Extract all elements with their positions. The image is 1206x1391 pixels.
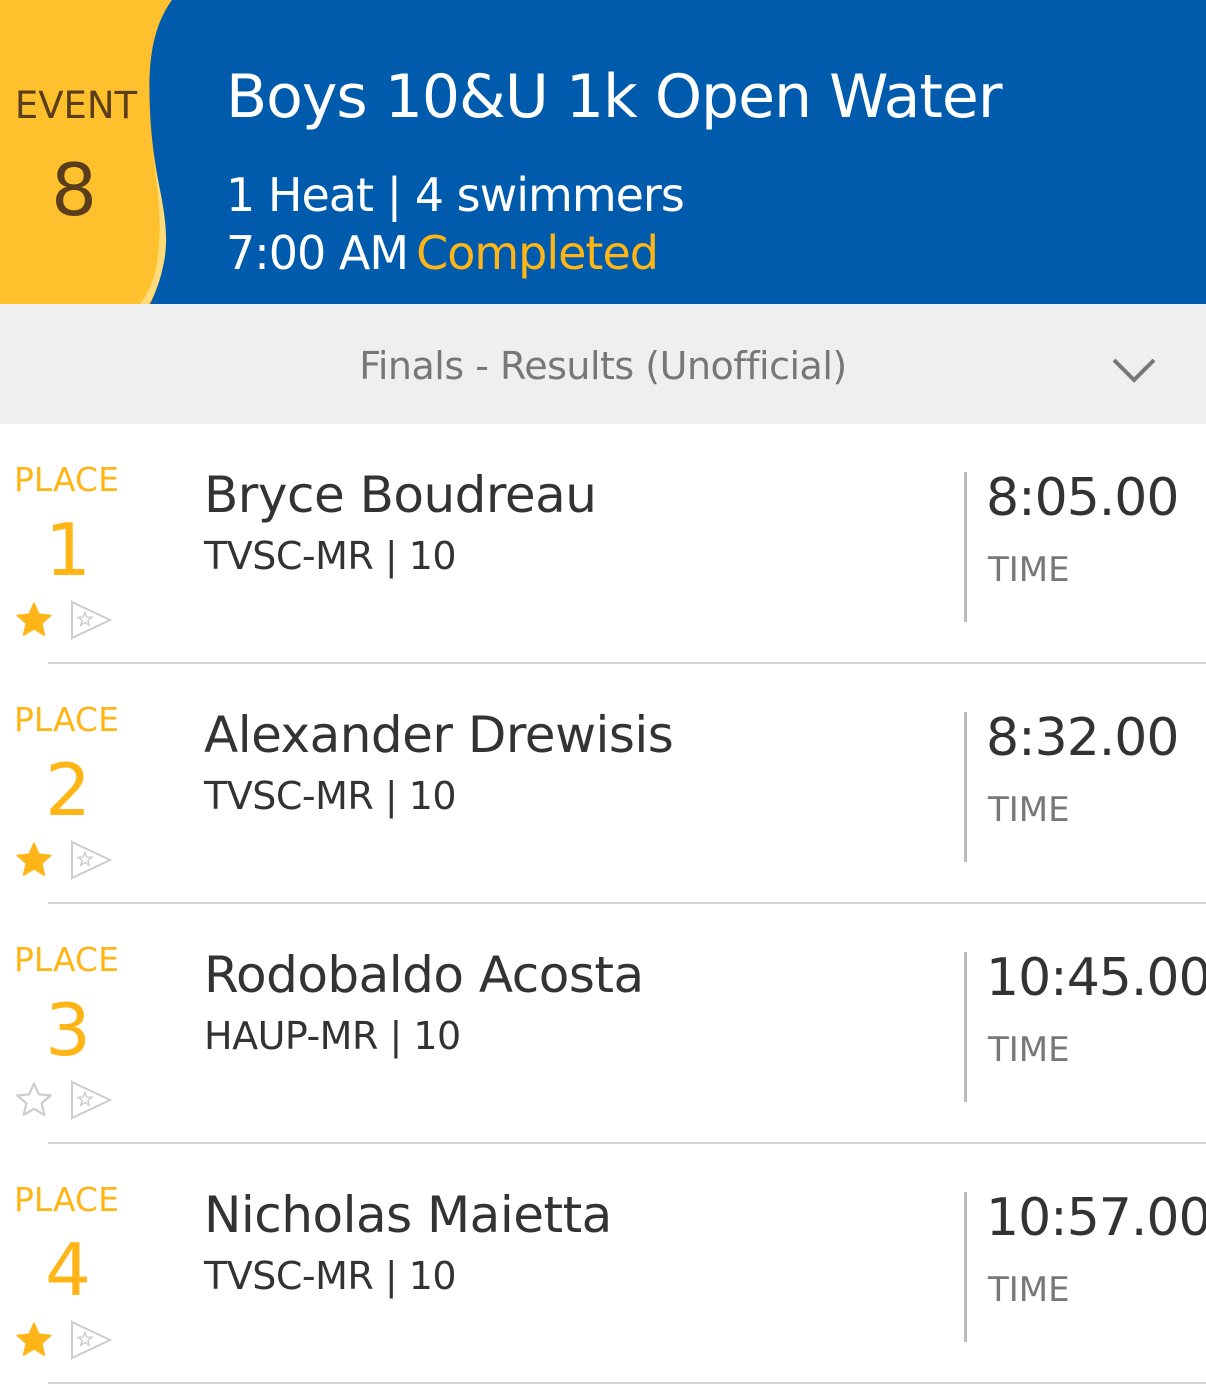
event-label: EVENT [14, 84, 138, 127]
favorite-star-icon[interactable] [14, 1080, 54, 1120]
section-title: Finals - Results (Unofficial) [359, 344, 847, 388]
time-label: TIME [988, 550, 1070, 590]
team-age: TVSC-MR | 10 [204, 774, 457, 818]
divider [964, 472, 967, 622]
event-header: EVENT 8 Boys 10&U 1k Open Water 1 Heat |… [0, 0, 1206, 304]
status-badge: Completed [416, 226, 659, 280]
swimmer-name[interactable]: Nicholas Maietta [204, 1186, 612, 1244]
swimmer-name[interactable]: Rodobaldo Acosta [204, 946, 644, 1004]
results-section-toggle[interactable]: Finals - Results (Unofficial) [0, 304, 1206, 424]
flag-star-icon[interactable] [70, 1320, 112, 1360]
flag-star-icon[interactable] [70, 600, 112, 640]
event-badge-wave [0, 0, 172, 304]
result-row[interactable]: PLACE 1 Bryce Boudreau TVSC-MR | 10 8:05… [0, 424, 1206, 664]
swimmer-name[interactable]: Bryce Boudreau [204, 466, 597, 524]
heats-swimmers: 1 Heat | 4 swimmers [226, 168, 685, 222]
flag-star-icon[interactable] [70, 840, 112, 880]
row-divider [48, 1382, 1206, 1384]
place-number: 3 [45, 988, 91, 1072]
place-label: PLACE [14, 460, 119, 499]
place-label: PLACE [14, 940, 119, 979]
place-label: PLACE [14, 1180, 119, 1219]
result-row[interactable]: PLACE 2 Alexander Drewisis TVSC-MR | 10 … [0, 664, 1206, 904]
result-row[interactable]: PLACE 3 Rodobaldo Acosta HAUP-MR | 10 10… [0, 904, 1206, 1144]
favorite-star-icon[interactable] [14, 840, 54, 880]
swim-time: 8:32.00 [986, 708, 1179, 768]
team-age: TVSC-MR | 10 [204, 534, 457, 578]
place-label: PLACE [14, 700, 119, 739]
place-number: 4 [45, 1228, 91, 1312]
event-number: 8 [51, 148, 97, 232]
flag-star-icon[interactable] [70, 1080, 112, 1120]
result-row[interactable]: PLACE 4 Nicholas Maietta TVSC-MR | 10 10… [0, 1144, 1206, 1384]
team-age: HAUP-MR | 10 [204, 1014, 461, 1058]
row-divider [48, 902, 1206, 904]
favorite-star-icon[interactable] [14, 1320, 54, 1360]
time-label: TIME [988, 1270, 1070, 1310]
chevron-down-icon[interactable] [1110, 352, 1158, 388]
swim-time: 10:45.00 [986, 948, 1206, 1008]
row-divider [48, 662, 1206, 664]
time-label: TIME [988, 790, 1070, 830]
row-divider [48, 1142, 1206, 1144]
divider [964, 952, 967, 1102]
favorite-star-icon[interactable] [14, 600, 54, 640]
swimmer-name[interactable]: Alexander Drewisis [204, 706, 674, 764]
team-age: TVSC-MR | 10 [204, 1254, 457, 1298]
divider [964, 712, 967, 862]
divider [964, 1192, 967, 1342]
event-title: Boys 10&U 1k Open Water [226, 62, 1003, 132]
time-label: TIME [988, 1030, 1070, 1070]
swim-time: 8:05.00 [986, 468, 1179, 528]
place-number: 2 [45, 748, 91, 832]
place-number: 1 [45, 508, 91, 592]
event-time: 7:00 AM [226, 226, 409, 280]
swim-time: 10:57.00 [986, 1188, 1206, 1248]
event-time-status: 7:00 AM Completed [226, 226, 659, 280]
